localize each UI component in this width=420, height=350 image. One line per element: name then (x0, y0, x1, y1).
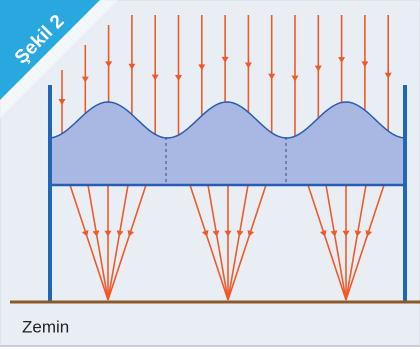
ground-label: Zemin (22, 317, 69, 336)
page: Zemin Şekil 2 (() => { const data = JSON… (0, 0, 420, 350)
figure: Zemin Şekil 2 (0, 0, 420, 350)
lens-surface (50, 102, 405, 185)
